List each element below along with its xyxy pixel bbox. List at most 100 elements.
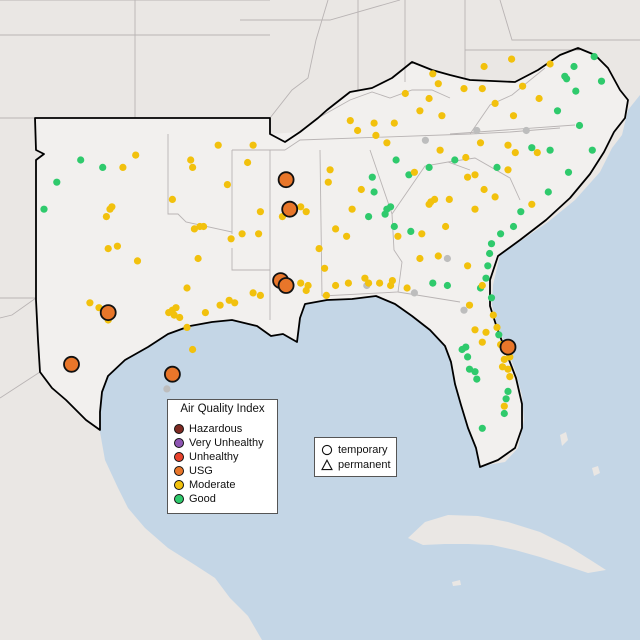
monitor-marker[interactable] [429,279,437,287]
monitor-marker[interactable] [86,299,94,307]
monitor-marker[interactable] [572,87,580,95]
monitor-marker[interactable] [482,328,490,336]
monitor-marker[interactable] [471,205,479,213]
monitor-marker[interactable] [189,345,197,354]
monitor-marker[interactable] [429,70,437,78]
monitor-marker[interactable] [132,151,140,159]
monitor-marker[interactable] [244,158,252,167]
monitor-marker[interactable] [502,395,510,403]
monitor-marker[interactable] [53,178,61,186]
monitor-marker[interactable] [418,230,426,238]
monitor-marker[interactable] [176,313,184,322]
monitor-marker[interactable] [361,274,369,282]
monitor-marker[interactable] [163,365,181,383]
monitor-marker[interactable] [99,163,107,171]
monitor-marker[interactable] [597,77,606,85]
monitor-marker[interactable] [570,62,578,71]
monitor-marker[interactable] [332,225,340,233]
monitor-marker[interactable] [302,208,310,216]
monitor-marker[interactable] [297,279,305,287]
monitor-marker[interactable] [564,168,573,176]
monitor-marker[interactable] [434,252,442,260]
monitor-marker[interactable] [372,131,380,139]
monitor-marker[interactable] [493,163,501,171]
monitor-marker[interactable] [104,245,112,253]
monitor-marker[interactable] [357,185,365,194]
monitor-marker[interactable] [465,365,474,373]
monitor-marker[interactable] [255,230,263,238]
monitor-marker[interactable] [365,279,373,287]
monitor-marker[interactable] [528,144,536,152]
monitor-marker[interactable] [491,99,499,107]
monitor-marker[interactable] [438,112,446,120]
monitor-marker[interactable] [480,185,488,194]
monitor-marker[interactable] [216,301,224,309]
monitor-marker[interactable] [478,281,486,290]
monitor-marker[interactable] [324,178,332,186]
monitor-marker[interactable] [553,107,562,115]
monitor-marker[interactable] [464,173,472,181]
monitor-marker[interactable] [297,203,305,211]
monitor-marker[interactable] [517,208,525,216]
monitor-marker[interactable] [590,53,598,61]
monitor-marker[interactable] [163,385,171,393]
monitor-marker[interactable] [387,203,395,211]
monitor-marker[interactable] [563,75,571,83]
monitor-marker[interactable] [519,82,527,90]
monitor-marker[interactable] [491,193,499,201]
monitor-marker[interactable] [497,230,505,238]
monitor-marker[interactable] [416,254,424,263]
monitor-marker[interactable] [315,245,323,253]
monitor-marker[interactable] [473,375,481,383]
monitor-marker[interactable] [425,200,433,208]
monitor-marker[interactable] [416,107,424,115]
monitor-marker[interactable] [533,149,541,157]
monitor-marker[interactable] [460,85,468,93]
monitor-marker[interactable] [464,262,472,270]
monitor-marker[interactable] [277,171,295,189]
monitor-marker[interactable] [214,141,222,149]
monitor-marker[interactable] [405,171,413,179]
monitor-marker[interactable] [133,257,142,265]
monitor-marker[interactable] [506,373,514,381]
monitor-marker[interactable] [471,326,479,334]
monitor-marker[interactable] [471,368,479,376]
monitor-marker[interactable] [354,126,362,135]
monitor-marker[interactable] [478,424,486,432]
monitor-marker[interactable] [460,306,468,314]
monitor-marker[interactable] [394,232,402,240]
monitor-marker[interactable] [546,146,554,154]
monitor-marker[interactable] [508,55,516,63]
monitor-marker[interactable] [113,242,121,250]
monitor-marker[interactable] [499,338,517,356]
monitor-marker[interactable] [343,232,351,240]
monitor-marker[interactable] [434,80,442,88]
monitor-marker[interactable] [256,291,264,299]
monitor-marker[interactable] [322,291,330,299]
monitor-marker[interactable] [546,60,554,68]
monitor-marker[interactable] [227,235,235,243]
monitor-marker[interactable] [348,205,356,213]
monitor-marker[interactable] [476,139,485,147]
monitor-marker[interactable] [500,355,508,363]
monitor-marker[interactable] [376,279,384,287]
monitor-marker[interactable] [183,323,191,331]
monitor-marker[interactable] [443,281,451,290]
monitor-marker[interactable] [509,222,518,231]
monitor-marker[interactable] [431,195,439,203]
monitor-marker[interactable] [383,139,391,147]
monitor-marker[interactable] [489,311,497,319]
monitor-marker[interactable] [172,304,180,312]
monitor-marker[interactable] [498,363,507,371]
monitor-marker[interactable] [462,153,470,162]
monitor-marker[interactable] [388,277,396,285]
monitor-marker[interactable] [484,262,492,270]
monitor-marker[interactable] [365,213,373,221]
monitor-marker[interactable] [588,146,596,154]
monitor-marker[interactable] [370,188,378,196]
monitor-marker[interactable] [451,156,459,164]
monitor-marker[interactable] [522,126,530,135]
monitor-marker[interactable] [478,85,486,93]
monitor-marker[interactable] [189,163,197,171]
monitor-marker[interactable] [368,173,376,181]
